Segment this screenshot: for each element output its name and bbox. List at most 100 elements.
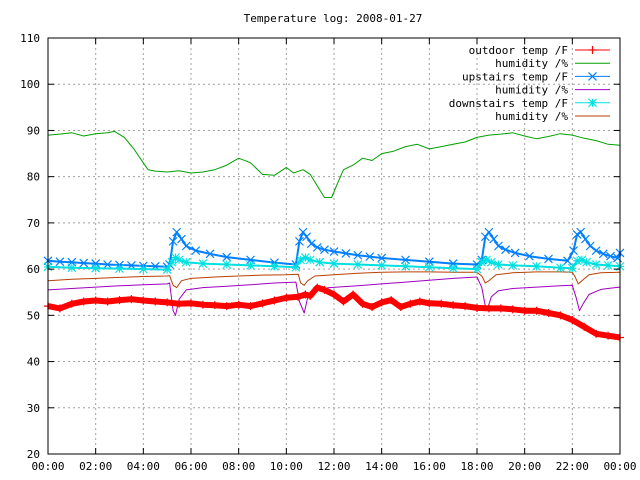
data-point bbox=[556, 311, 565, 320]
data-point bbox=[103, 260, 113, 269]
data-point bbox=[234, 300, 243, 309]
legend-marker bbox=[588, 71, 597, 81]
data-point bbox=[563, 256, 572, 266]
data-point bbox=[461, 302, 470, 311]
data-point bbox=[175, 299, 184, 308]
series-3 bbox=[47, 276, 621, 316]
data-point bbox=[525, 251, 534, 261]
data-point bbox=[486, 257, 496, 267]
data-point bbox=[494, 260, 503, 269]
data-point bbox=[330, 290, 338, 299]
legend-label: downstairs temp /F bbox=[449, 97, 568, 110]
legend-entry: humidity /% bbox=[495, 57, 610, 70]
data-point bbox=[358, 299, 367, 308]
legend-label: upstairs temp /F bbox=[462, 70, 568, 83]
x-tick-label: 12:00 bbox=[317, 460, 350, 473]
data-point bbox=[496, 304, 505, 313]
y-tick-label: 60 bbox=[27, 263, 40, 276]
data-point bbox=[437, 299, 446, 308]
data-point bbox=[198, 300, 207, 309]
y-tick-label: 70 bbox=[27, 217, 40, 230]
x-tick-label: 00:00 bbox=[603, 460, 636, 473]
x-tick-label: 22:00 bbox=[556, 460, 589, 473]
data-point bbox=[313, 283, 322, 292]
data-point bbox=[171, 253, 180, 262]
data-point bbox=[591, 246, 601, 256]
data-point bbox=[567, 263, 577, 273]
data-point bbox=[67, 299, 76, 308]
x-tick-label: 08:00 bbox=[222, 460, 255, 473]
data-point bbox=[312, 242, 322, 252]
data-point bbox=[580, 322, 589, 331]
data-point bbox=[365, 252, 375, 262]
data-point bbox=[115, 264, 124, 274]
data-point bbox=[577, 255, 587, 265]
data-point bbox=[168, 236, 178, 246]
data-point bbox=[591, 260, 601, 269]
data-point bbox=[477, 257, 487, 267]
data-point bbox=[581, 234, 590, 244]
x-tick-label: 06:00 bbox=[174, 460, 207, 473]
data-point bbox=[181, 241, 191, 251]
data-point bbox=[572, 256, 582, 266]
data-point bbox=[501, 245, 511, 255]
data-point bbox=[401, 261, 410, 271]
data-point bbox=[315, 257, 325, 267]
data-point bbox=[246, 302, 255, 311]
series-0 bbox=[44, 283, 624, 342]
data-point bbox=[329, 259, 339, 268]
data-point bbox=[377, 261, 387, 270]
data-point bbox=[187, 299, 195, 308]
data-point bbox=[508, 305, 517, 314]
data-point bbox=[377, 298, 386, 307]
data-point bbox=[258, 299, 267, 308]
data-point bbox=[349, 290, 358, 299]
data-point bbox=[480, 232, 490, 242]
data-point bbox=[246, 261, 255, 270]
data-point bbox=[482, 255, 491, 265]
legend-marker bbox=[588, 46, 597, 54]
data-point bbox=[295, 236, 304, 246]
data-point bbox=[472, 264, 482, 274]
data-point bbox=[296, 255, 306, 265]
data-point bbox=[329, 247, 339, 256]
x-tick-label: 04:00 bbox=[127, 460, 160, 473]
data-point bbox=[339, 297, 348, 306]
y-tick-label: 30 bbox=[27, 402, 40, 415]
data-point bbox=[406, 299, 415, 308]
legend-label: outdoor temp /F bbox=[469, 44, 568, 57]
y-tick-label: 110 bbox=[20, 32, 40, 45]
data-point bbox=[592, 329, 601, 338]
series-line bbox=[47, 130, 621, 198]
data-point bbox=[127, 295, 136, 304]
series-4 bbox=[43, 253, 625, 274]
legend-label: humidity /% bbox=[495, 84, 568, 97]
data-point bbox=[387, 296, 396, 305]
legend-label: humidity /% bbox=[495, 57, 568, 70]
data-point bbox=[489, 234, 499, 244]
data-point bbox=[222, 302, 231, 311]
data-point bbox=[79, 258, 89, 268]
data-point bbox=[174, 255, 184, 265]
data-point bbox=[167, 257, 177, 267]
data-point bbox=[582, 257, 592, 267]
data-point bbox=[494, 241, 503, 251]
data-point bbox=[115, 296, 124, 305]
x-tick-label: 10:00 bbox=[270, 460, 303, 473]
data-point bbox=[401, 255, 410, 265]
axis-ticks: 20 30 40 50 60 70 80 90 100 110 00:00 02:00 04:00 06:… bbox=[20, 32, 636, 473]
legend-label: humidity /% bbox=[495, 110, 568, 123]
data-point bbox=[291, 262, 301, 272]
data-point bbox=[508, 261, 518, 270]
series-line bbox=[47, 271, 621, 289]
data-point bbox=[415, 297, 424, 306]
data-point bbox=[585, 241, 595, 251]
data-point bbox=[306, 291, 315, 300]
data-point bbox=[532, 306, 541, 315]
series-line bbox=[47, 276, 621, 316]
data-point bbox=[604, 331, 613, 340]
data-point bbox=[270, 296, 279, 305]
data-point bbox=[598, 249, 608, 259]
legend-entry: downstairs temp /F bbox=[449, 97, 610, 110]
